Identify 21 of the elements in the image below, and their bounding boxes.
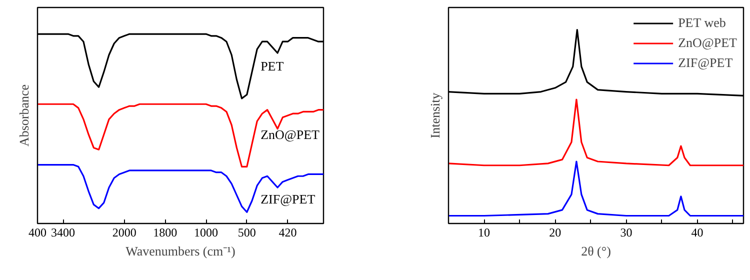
y-axis-title: Absorbance <box>16 84 32 147</box>
x-tick-label: 400 <box>28 226 46 240</box>
y-axis-title: Intensity <box>428 92 442 138</box>
x-tick-label: 1000 <box>194 226 218 240</box>
series-label: ZnO@PET <box>260 126 320 142</box>
x-tick-label: 1800 <box>153 226 178 240</box>
legend-label: ZIF@PET <box>678 55 733 71</box>
series-label: PET <box>260 58 284 74</box>
x-tick-label: 40 <box>691 226 704 240</box>
x-axis-title: 2θ (°) <box>581 244 611 258</box>
x-tick-label: 30 <box>620 226 632 240</box>
x-tick-label: 3400 <box>51 226 76 240</box>
legend-label: PET web <box>678 15 726 31</box>
x-tick-label: 20 <box>549 226 562 240</box>
legend-label: ZnO@PET <box>678 35 737 51</box>
x-tick-label: 420 <box>278 226 297 240</box>
x-tick-label: 2000 <box>112 226 136 240</box>
x-tick-label: 10 <box>478 226 490 240</box>
series-label: ZIF@PET <box>260 191 316 206</box>
x-tick-label: 500 <box>238 226 256 240</box>
x-axis-title: Wavenumbers (cm⁻¹) <box>126 244 236 258</box>
